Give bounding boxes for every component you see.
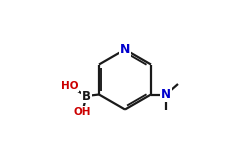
- Text: N: N: [120, 43, 130, 56]
- Text: HO: HO: [61, 81, 78, 91]
- Text: N: N: [161, 88, 171, 101]
- Text: OH: OH: [74, 107, 91, 117]
- Text: B: B: [82, 90, 91, 102]
